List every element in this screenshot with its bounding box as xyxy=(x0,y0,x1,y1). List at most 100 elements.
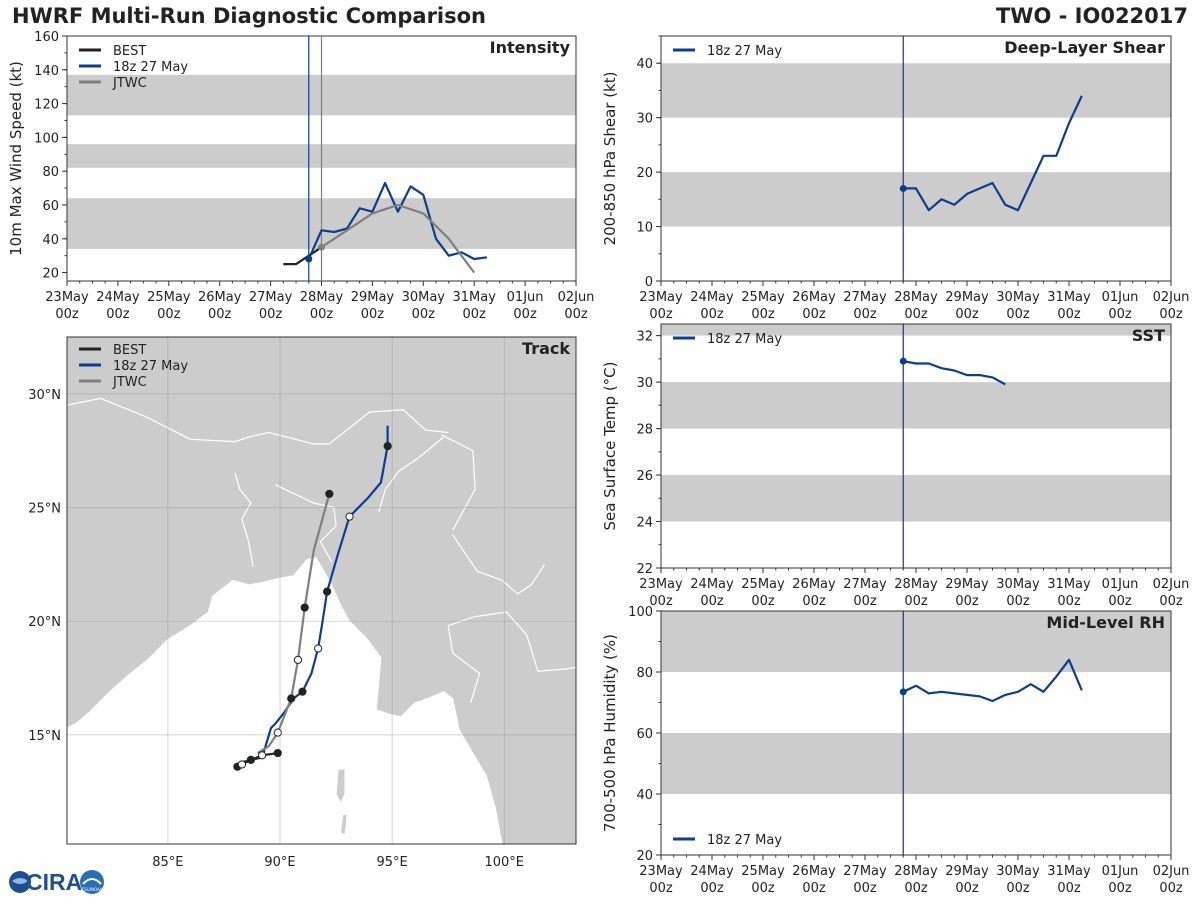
intensity-xtick-label: 31May xyxy=(452,290,496,305)
track-land xyxy=(340,813,348,836)
sst-xtick-label: 02Jun xyxy=(1153,577,1190,592)
rh-band xyxy=(661,733,1171,794)
rh-xtick-label: 00z xyxy=(649,881,673,896)
track-border xyxy=(447,611,507,704)
intensity-series-line xyxy=(283,246,323,266)
sst-xtick-label: 00z xyxy=(1108,594,1132,609)
intensity-ytick-label: 80 xyxy=(42,165,59,180)
rh-series-point xyxy=(899,688,907,696)
shear-xtick-label: 00z xyxy=(649,307,673,322)
sst-xtick-label: 00z xyxy=(1159,594,1183,609)
track-border xyxy=(441,434,476,531)
shear-xtick-label: 01Jun xyxy=(1102,290,1139,305)
rh-legend-label: 18z 27 May xyxy=(707,833,782,848)
track-title: Track xyxy=(522,339,570,358)
intensity-xtick-label: 28May xyxy=(300,290,344,305)
intensity-xtick-label: 00z xyxy=(106,307,130,322)
sst-ylabel: Sea Surface Temp (°C) xyxy=(601,361,619,530)
rh-ytick-label: 20 xyxy=(636,849,653,864)
intensity-xtick-label: 00z xyxy=(513,307,537,322)
logo-globe-band xyxy=(12,878,28,884)
sst-xtick-label: 01Jun xyxy=(1102,577,1139,592)
rh-xtick-label: 00z xyxy=(1159,881,1183,896)
track-series-line xyxy=(241,425,389,764)
rh-ytick-label: 40 xyxy=(636,788,653,803)
track-ytick-label: 20°N xyxy=(28,615,61,630)
rh-xtick-label: 24May xyxy=(690,864,734,879)
intensity-ytick-label: 120 xyxy=(34,98,59,113)
track-point xyxy=(273,748,282,758)
rh-title: Mid-Level RH xyxy=(1046,613,1165,632)
sst-xtick-label: 30May xyxy=(996,577,1040,592)
sst-ytick-label: 30 xyxy=(636,376,653,391)
sst-xtick-label: 00z xyxy=(649,594,673,609)
chart-shear: 0 10 20 30 40 23May 00z 24May 00z 25May 00z 26May 00… xyxy=(601,35,1190,322)
intensity-xtick-label: 29May xyxy=(351,290,395,305)
sst-band xyxy=(661,382,1171,429)
sst-xtick-label: 00z xyxy=(853,594,877,609)
track-land xyxy=(66,336,577,845)
track-point xyxy=(345,512,354,521)
shear-band xyxy=(661,172,1171,227)
rh-series-line xyxy=(902,658,1083,703)
sst-xtick-label: 00z xyxy=(700,594,724,609)
intensity-series-point xyxy=(305,255,313,263)
intensity-title: Intensity xyxy=(490,38,571,57)
track-xtick-label: 85°E xyxy=(152,855,183,870)
sst-xtick-label: 25May xyxy=(741,577,785,592)
sst-xtick-label: 00z xyxy=(751,594,775,609)
sst-xtick-label: 29May xyxy=(945,577,989,592)
shear-xtick-label: 02Jun xyxy=(1153,290,1190,305)
rh-ylabel: 700-500 hPa Humidity (%) xyxy=(601,634,619,832)
chart-sst: 22 24 26 28 30 32 23May 00z 24May 00z 25May 00z 26Ma… xyxy=(601,323,1190,609)
sst-legend-label: 18z 27 May xyxy=(707,332,782,347)
shear-xtick-label: 00z xyxy=(700,307,724,322)
storm-id: TWO - IO022017 xyxy=(995,4,1188,28)
rh-xtick-label: 00z xyxy=(853,881,877,896)
intensity-ytick-label: 40 xyxy=(42,233,59,248)
rh-xtick-label: 00z xyxy=(802,881,826,896)
shear-xtick-label: 23May xyxy=(639,290,683,305)
sst-xtick-label: 00z xyxy=(1006,594,1030,609)
rh-xtick-label: 23May xyxy=(639,864,683,879)
sst-series-point xyxy=(899,357,907,365)
track-border xyxy=(378,436,445,513)
intensity-xtick-label: 00z xyxy=(361,307,385,322)
intensity-series-line xyxy=(307,181,488,261)
shear-xtick-label: 00z xyxy=(1159,307,1183,322)
track-ytick-label: 25°N xyxy=(28,502,61,517)
intensity-xtick-label: 00z xyxy=(564,307,588,322)
track-point xyxy=(314,644,323,653)
intensity-series-point xyxy=(318,243,325,251)
shear-ytick-label: 0 xyxy=(645,275,653,290)
sst-title: SST xyxy=(1132,326,1165,345)
rh-xtick-label: 00z xyxy=(955,881,979,896)
shear-xtick-label: 00z xyxy=(1006,307,1030,322)
shear-xtick-label: 26May xyxy=(792,290,836,305)
rh-xtick-label: 00z xyxy=(700,881,724,896)
track-xtick-label: 95°E xyxy=(376,855,407,870)
intensity-xtick-label: 00z xyxy=(412,307,436,322)
intensity-xtick-label: 00z xyxy=(208,307,232,322)
intensity-xtick-label: 01Jun xyxy=(507,290,544,305)
intensity-xtick-label: 00z xyxy=(55,307,79,322)
sst-ytick-label: 28 xyxy=(636,423,653,438)
intensity-ytick-label: 60 xyxy=(42,199,59,214)
track-border xyxy=(234,473,254,567)
shear-xtick-label: 30May xyxy=(996,290,1040,305)
sst-xtick-label: 00z xyxy=(1057,594,1081,609)
track-point xyxy=(237,760,246,769)
track-point xyxy=(257,751,267,760)
rh-xtick-label: 00z xyxy=(1006,881,1030,896)
sst-xtick-label: 27May xyxy=(843,577,887,592)
sst-ytick-label: 26 xyxy=(636,469,653,484)
sst-ytick-label: 22 xyxy=(636,562,653,577)
cira-logo: CIRA CSU/NOAA xyxy=(9,869,104,895)
intensity-legend-label: JTWC xyxy=(112,76,147,91)
rh-xtick-label: 02Jun xyxy=(1153,864,1190,879)
shear-ytick-label: 20 xyxy=(636,166,653,181)
rh-xtick-label: 26May xyxy=(792,864,836,879)
shear-xtick-label: 00z xyxy=(1057,307,1081,322)
intensity-xtick-label: 27May xyxy=(249,290,293,305)
sst-xtick-label: 24May xyxy=(690,577,734,592)
